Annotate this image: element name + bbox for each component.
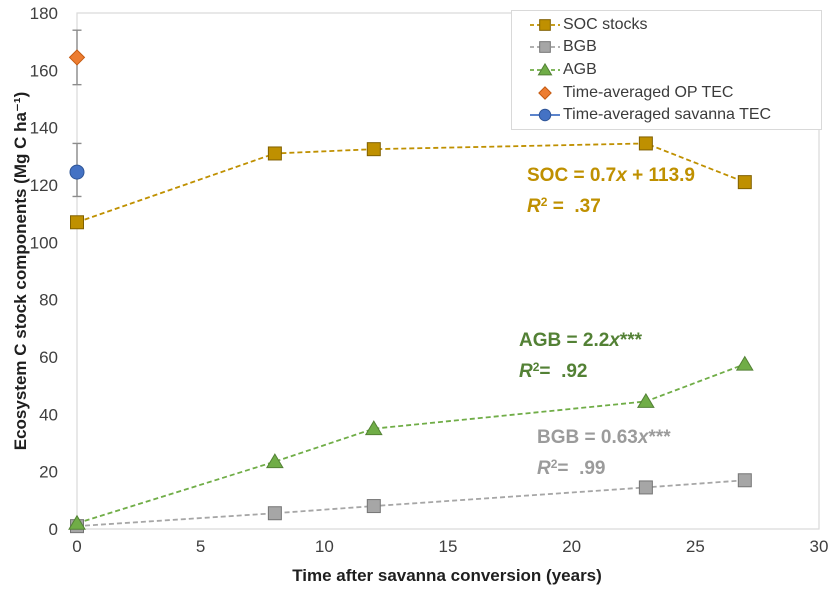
marker-soc-stocks bbox=[638, 136, 653, 151]
y-axis-title: Ecosystem C stock components (Mg C ha⁻¹) bbox=[11, 91, 30, 451]
legend-marker-square-icon bbox=[530, 18, 560, 31]
soc-regression-label: SOC = 0.7x + 113.9 R2 = .37 bbox=[527, 163, 695, 220]
marker-bgb bbox=[737, 473, 752, 488]
y-tick-label: 180 bbox=[30, 4, 58, 23]
legend-marker-diamond-icon bbox=[538, 85, 552, 100]
marker-soc-stocks bbox=[737, 175, 752, 190]
y-tick-label: 60 bbox=[39, 348, 58, 367]
marker-agb bbox=[735, 355, 754, 371]
x-tick-label: 20 bbox=[562, 537, 581, 556]
marker-time-averaged-op-tec bbox=[68, 49, 86, 66]
x-tick-label: 25 bbox=[686, 537, 705, 556]
marker-agb bbox=[537, 62, 553, 76]
marker-agb bbox=[68, 514, 86, 530]
legend-label: BGB bbox=[563, 38, 597, 56]
marker-bgb bbox=[539, 41, 551, 54]
y-tick-label: 120 bbox=[30, 176, 58, 195]
legend-marker-circle-icon bbox=[530, 109, 560, 122]
x-tick-label: 15 bbox=[439, 537, 458, 556]
annotation-line: AGB = 2.2x*** bbox=[519, 330, 643, 351]
plot-border bbox=[76, 12, 820, 530]
marker-soc-stocks bbox=[267, 146, 282, 161]
y-tick-label: 40 bbox=[39, 405, 58, 424]
y-tick-label: 80 bbox=[39, 291, 58, 310]
y-tick-label: 140 bbox=[30, 119, 58, 138]
legend-marker-square-icon bbox=[530, 41, 560, 54]
x-tick-label: 5 bbox=[196, 537, 205, 556]
annotation-line: BGB = 0.63x*** bbox=[537, 427, 671, 448]
agb-regression-label: AGB = 2.2x*** R2= .92 bbox=[519, 328, 642, 385]
annotation-line: R2 = .37 bbox=[527, 195, 601, 217]
legend-item-agb: AGB bbox=[512, 61, 821, 79]
annotation-line: SOC = 0.7x + 113.9 bbox=[527, 165, 695, 186]
legend-label: AGB bbox=[563, 60, 597, 78]
y-tick-label: 0 bbox=[49, 520, 58, 539]
series-line-agb bbox=[76, 363, 746, 525]
marker-time-averaged-savanna-tec bbox=[69, 164, 85, 180]
legend-item-time-averaged-op-tec: Time-averaged OP TEC bbox=[512, 84, 821, 102]
legend-item-soc-stocks: SOC stocks bbox=[512, 16, 821, 34]
legend-marker-triangle-icon bbox=[530, 62, 560, 76]
x-axis-title: Time after savanna conversion (years) bbox=[292, 566, 602, 585]
legend-label: Time-averaged savanna TEC bbox=[563, 106, 772, 124]
marker-agb bbox=[265, 453, 284, 469]
marker-bgb bbox=[366, 499, 381, 514]
legend-item-bgb: BGB bbox=[512, 38, 821, 56]
annotation-line: R2= .92 bbox=[519, 360, 588, 382]
x-tick-label: 30 bbox=[810, 537, 829, 556]
marker-bgb bbox=[267, 506, 282, 521]
legend-label: SOC stocks bbox=[563, 15, 648, 33]
y-tick-label: 100 bbox=[30, 233, 58, 252]
marker-time-averaged-savanna-tec bbox=[538, 109, 552, 122]
marker-soc-stocks bbox=[70, 215, 84, 230]
legend-label: Time-averaged OP TEC bbox=[563, 83, 734, 101]
bgb-regression-label: BGB = 0.63x*** R2= .99 bbox=[537, 425, 671, 482]
marker-time-averaged-op-tec bbox=[538, 85, 552, 100]
y-tick-label: 160 bbox=[30, 61, 58, 80]
marker-soc-stocks bbox=[539, 18, 551, 31]
marker-bgb bbox=[638, 480, 653, 495]
x-tick-label: 0 bbox=[72, 537, 81, 556]
x-tick-label: 10 bbox=[315, 537, 334, 556]
marker-agb bbox=[636, 392, 655, 408]
annotation-line: R2= .99 bbox=[537, 457, 606, 479]
marker-soc-stocks bbox=[366, 142, 381, 157]
legend: SOC stocks BGB AGB Time-averaged OP TEC Time… bbox=[511, 10, 822, 130]
y-tick-label: 20 bbox=[39, 463, 58, 482]
marker-agb bbox=[364, 420, 383, 436]
legend-item-time-averaged-savanna-tec: Time-averaged savanna TEC bbox=[512, 106, 821, 124]
